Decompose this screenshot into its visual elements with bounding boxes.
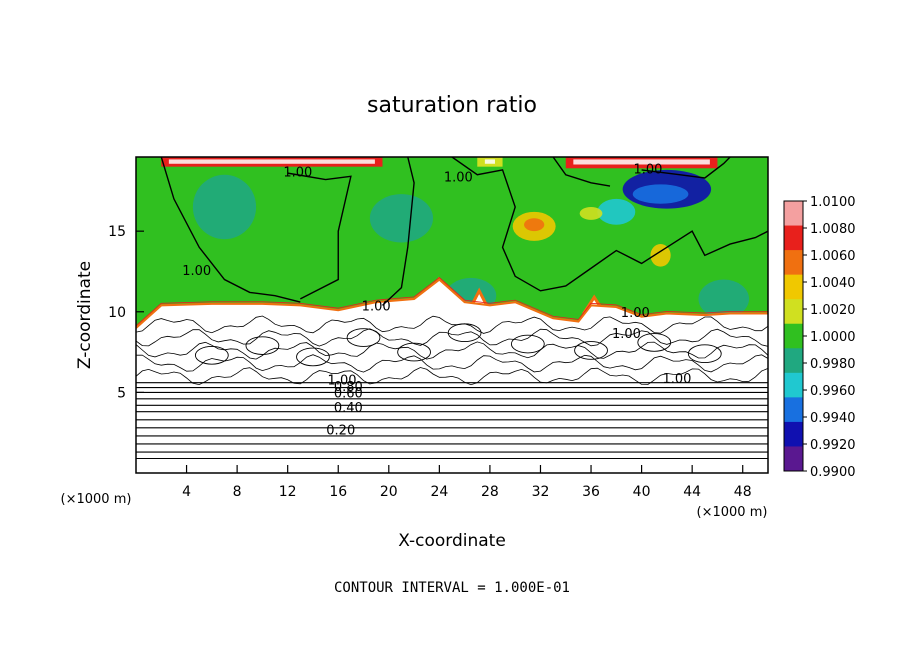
contour-labels: 1.00 1.001.001.001.00 1.001.001.001.000.80… bbox=[182, 162, 691, 438]
x-tick-label: 20 bbox=[380, 484, 398, 500]
colorbar-swatch bbox=[784, 421, 803, 447]
contour-lines bbox=[136, 157, 768, 460]
colorbar-label: 1.0020 bbox=[810, 303, 856, 318]
closed-contour bbox=[346, 328, 381, 347]
contour-label: 1.00 bbox=[283, 166, 312, 181]
closed-contour bbox=[510, 334, 545, 354]
contour-line bbox=[552, 157, 611, 187]
colorbar-label: 1.0040 bbox=[810, 276, 856, 291]
x-tick-label: 48 bbox=[734, 484, 752, 500]
contour-line bbox=[136, 341, 768, 360]
x-tick-label: 44 bbox=[683, 484, 701, 500]
field-blob bbox=[698, 279, 750, 319]
colorbar-label: 0.9980 bbox=[810, 357, 856, 372]
x-tick-label: 36 bbox=[582, 484, 600, 500]
colorbar-label: 1.0000 bbox=[810, 330, 856, 345]
colorbar-label: 1.0100 bbox=[810, 195, 856, 210]
colorbar-swatch bbox=[784, 225, 803, 251]
colorbar-label: 0.9920 bbox=[810, 438, 856, 453]
colorbar-label: 0.9900 bbox=[810, 465, 856, 480]
y-tick-label: 10 bbox=[108, 305, 126, 321]
colorbar-swatch bbox=[784, 323, 803, 349]
field-blob bbox=[650, 244, 671, 267]
y-axis-ticks: 5 10 15 bbox=[108, 224, 144, 401]
x-axis-label: X-coordinate bbox=[398, 531, 506, 551]
field-blob bbox=[597, 198, 636, 225]
x-tick-label: 24 bbox=[430, 484, 448, 500]
contour-label: 1.00 bbox=[621, 306, 650, 321]
x-tick-label: 8 bbox=[233, 484, 242, 500]
cloud-boundary-edge bbox=[136, 278, 768, 329]
colorbar-swatch bbox=[784, 372, 803, 398]
plot-frame bbox=[135, 156, 769, 474]
colorbar-swatch bbox=[784, 274, 803, 300]
colorbar-label: 1.0080 bbox=[810, 222, 856, 237]
field-blob bbox=[524, 218, 545, 232]
field-blob bbox=[632, 184, 689, 204]
field-blob bbox=[369, 194, 434, 243]
contour-label: 0.80 bbox=[334, 380, 363, 395]
contour-line bbox=[382, 157, 415, 306]
colorbar-label: 1.0060 bbox=[810, 249, 856, 264]
colorbar-swatch bbox=[784, 397, 803, 423]
contour-line bbox=[136, 328, 768, 347]
contour-label: 1.00 bbox=[182, 264, 211, 279]
field-blob bbox=[192, 174, 257, 240]
colorbar-swatch bbox=[784, 250, 803, 276]
cloud-boundary-edge-inner bbox=[136, 277, 768, 327]
contour-label: 1.00 bbox=[663, 372, 692, 387]
x-tick-label: 16 bbox=[329, 484, 347, 500]
chart-title: saturation ratio bbox=[367, 93, 537, 118]
contour-label: 0.20 bbox=[326, 424, 355, 439]
x-tick-label: 28 bbox=[481, 484, 499, 500]
upper-band-core bbox=[484, 159, 495, 164]
contour-interval-note: CONTOUR INTERVAL = 1.000E-01 bbox=[334, 580, 570, 596]
x-tick-label: 12 bbox=[279, 484, 297, 500]
contour-label: 1.00 bbox=[444, 170, 473, 185]
saturation-field bbox=[136, 157, 768, 473]
y-tick-label: 5 bbox=[117, 385, 126, 401]
contour-label: 0.60 bbox=[334, 387, 363, 402]
colorbar-label: 0.9960 bbox=[810, 384, 856, 399]
x-tick-label: 4 bbox=[182, 484, 191, 500]
closed-contour bbox=[194, 345, 229, 365]
closed-contour bbox=[296, 347, 330, 367]
colorbar-swatch bbox=[784, 299, 803, 325]
field-blob bbox=[579, 206, 603, 220]
x-unit-label: (×1000 m) bbox=[697, 505, 768, 520]
contour-line bbox=[160, 157, 301, 303]
contour-label: 1.00 bbox=[362, 299, 391, 314]
contour-label: 1.00 bbox=[328, 374, 357, 389]
closed-contour bbox=[447, 323, 482, 343]
y-axis-label: Z-coordinate bbox=[75, 261, 95, 369]
plot-area: 1.00 1.001.001.001.00 1.001.001.001.000.80… bbox=[136, 157, 768, 473]
contour-line bbox=[136, 354, 768, 373]
upper-band-core bbox=[168, 159, 375, 164]
closed-contour bbox=[245, 336, 280, 355]
contour-line bbox=[287, 172, 352, 300]
contour-label: 1.00 bbox=[633, 162, 662, 177]
contour-line bbox=[641, 157, 731, 179]
contour-label: 0.40 bbox=[334, 401, 363, 416]
contour-line bbox=[136, 367, 768, 386]
colorbar-swatch bbox=[784, 201, 803, 227]
colorbar-swatch bbox=[784, 446, 803, 472]
closed-contour bbox=[687, 344, 722, 364]
x-tick-label: 32 bbox=[532, 484, 550, 500]
x-axis-ticks: 4 8 12 16 20 24 28 32 36 40 44 48 bbox=[182, 465, 752, 500]
colorbar-swatch bbox=[784, 348, 803, 374]
closed-contour bbox=[397, 342, 431, 362]
contour-line bbox=[451, 157, 768, 292]
closed-contour bbox=[637, 333, 672, 352]
colorbar: 1.0100 1.0080 1.0060 1.0040 1.0020 1.0000 0.99… bbox=[783, 195, 856, 480]
contour-line bbox=[136, 315, 768, 334]
y-tick-label: 15 bbox=[108, 224, 126, 240]
y-unit-label: (×1000 m) bbox=[61, 492, 132, 507]
upper-band-core bbox=[573, 159, 710, 165]
contour-label: 1.00 bbox=[612, 327, 641, 342]
colorbar-label: 0.9940 bbox=[810, 411, 856, 426]
closed-contour bbox=[574, 341, 608, 360]
x-tick-label: 40 bbox=[633, 484, 651, 500]
